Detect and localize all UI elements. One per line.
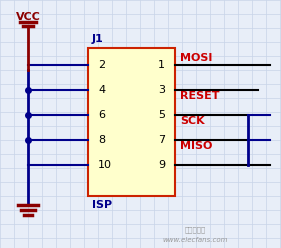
Text: 1: 1 [158, 60, 165, 70]
Text: 5: 5 [158, 110, 165, 120]
Text: 8: 8 [98, 135, 105, 145]
Text: 6: 6 [98, 110, 105, 120]
Text: VCC: VCC [15, 12, 40, 22]
Text: 7: 7 [158, 135, 165, 145]
Text: MISO: MISO [180, 141, 212, 151]
Text: 3: 3 [158, 85, 165, 95]
Text: 电子发烧友: 电子发烧友 [184, 227, 206, 233]
Text: 10: 10 [98, 160, 112, 170]
Text: ISP: ISP [92, 200, 112, 210]
Text: www.elecfans.com: www.elecfans.com [162, 237, 228, 243]
Text: J1: J1 [92, 34, 104, 44]
Bar [88, 48, 175, 196]
Text: SCK: SCK [180, 116, 205, 126]
Text: MOSI: MOSI [180, 53, 212, 63]
Text: 4: 4 [98, 85, 105, 95]
Text: 2: 2 [98, 60, 105, 70]
Text: 9: 9 [158, 160, 165, 170]
Text: RESET: RESET [180, 91, 219, 101]
